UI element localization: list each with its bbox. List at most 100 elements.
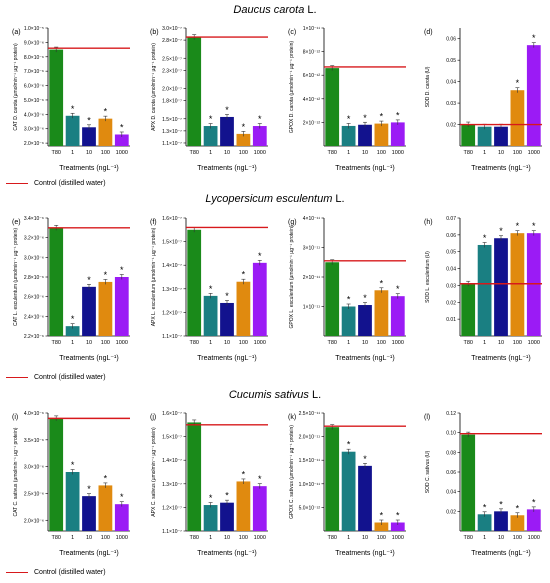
y-tick-label: 1.6×10⁻⁷ bbox=[162, 411, 182, 417]
x-tick-label: 1 bbox=[71, 535, 74, 541]
x-tick-label: T80 bbox=[327, 535, 336, 541]
y-tick-label: 3.0×10⁻⁶ bbox=[24, 127, 44, 133]
x-tick-label: 10 bbox=[362, 150, 368, 156]
bar bbox=[98, 485, 113, 531]
legend-label: Control (distilled water) bbox=[34, 569, 106, 576]
y-tick-label: 1.3×10⁻⁷ bbox=[162, 482, 182, 488]
bar bbox=[325, 68, 340, 146]
y-tick-label: 0.04 bbox=[446, 490, 456, 496]
x-tick-label: T80 bbox=[463, 535, 472, 541]
significance-star: * bbox=[104, 270, 108, 280]
y-tick-label: 2.0×10⁻⁶ bbox=[24, 518, 44, 524]
significance-star: * bbox=[363, 113, 367, 123]
y-tick-label: 0.06 bbox=[446, 37, 456, 43]
significance-star: * bbox=[209, 114, 213, 124]
x-tick-label: 1 bbox=[483, 340, 486, 346]
bar bbox=[236, 481, 251, 531]
bar bbox=[187, 37, 202, 147]
chart-panel: 1.1×10⁻⁷ 1.2×10⁻⁷ 1.3×10⁻⁷ 1.4×10⁻⁷ 1.5×10⁻⁷… bbox=[150, 411, 268, 557]
bar bbox=[510, 90, 525, 146]
y-tick-label: 1.3×10⁻⁷ bbox=[162, 129, 182, 135]
x-tick-label: 1000 bbox=[392, 150, 404, 156]
y-tick-label: 2.5×10⁻¹¹ bbox=[299, 411, 321, 417]
bar bbox=[374, 123, 389, 146]
x-tick-label: T80 bbox=[51, 340, 60, 346]
bar bbox=[526, 233, 541, 336]
y-tick-label: 3×10⁻¹¹ bbox=[303, 246, 321, 252]
x-tick-label: 1000 bbox=[116, 340, 128, 346]
x-tick-label: 1 bbox=[209, 535, 212, 541]
x-tick-label: 100 bbox=[377, 535, 386, 541]
bar bbox=[341, 125, 356, 146]
bar bbox=[325, 262, 340, 336]
y-tick-label: 3.5×10⁻⁶ bbox=[24, 438, 44, 444]
y-tick-label: 8×10⁻¹² bbox=[303, 50, 321, 56]
x-tick-label: 1000 bbox=[528, 150, 540, 156]
chart-panel: 0.02 0.04 0.06 0.08 0.10 0.12 SOD C. sativus (… bbox=[424, 411, 542, 557]
bar bbox=[236, 281, 251, 336]
significance-star: * bbox=[396, 511, 400, 521]
x-tick-label: T80 bbox=[327, 340, 336, 346]
x-tick-label: 100 bbox=[239, 150, 248, 156]
y-tick-label: 0.04 bbox=[446, 80, 456, 86]
x-tick-label: 1 bbox=[71, 340, 74, 346]
y-tick-label: 0.05 bbox=[446, 58, 456, 64]
y-tick-label: 1.1×10⁻⁷ bbox=[162, 334, 182, 340]
x-tick-label: 100 bbox=[239, 535, 248, 541]
panel-label: (b) bbox=[150, 29, 159, 36]
significance-star: * bbox=[258, 251, 262, 261]
significance-star: * bbox=[87, 115, 91, 125]
x-axis-label: Treatments (ngL⁻¹) bbox=[471, 550, 530, 557]
y-tick-label: 2.5×10⁻⁷ bbox=[162, 56, 182, 62]
panel-label: (g) bbox=[288, 219, 297, 226]
species-title-lycopersicum: Lycopersicum esculentum L. bbox=[0, 193, 550, 205]
significance-star: * bbox=[120, 492, 124, 502]
bar bbox=[358, 124, 372, 146]
species-author: L. bbox=[335, 193, 345, 205]
bar bbox=[65, 472, 80, 531]
y-tick-label: 7.0×10⁻⁶ bbox=[24, 69, 44, 75]
bar bbox=[203, 505, 218, 531]
bar bbox=[98, 281, 113, 336]
y-axis-label: GPOX L. esculentum (µmolmin⁻¹ µg⁻¹ prote… bbox=[289, 225, 295, 328]
bar bbox=[82, 496, 96, 531]
species-author: L. bbox=[311, 389, 322, 401]
x-tick-label: 100 bbox=[101, 340, 110, 346]
y-tick-label: 0.03 bbox=[446, 101, 456, 107]
panel-label: (e) bbox=[12, 219, 21, 226]
y-tick-label: 0.07 bbox=[446, 216, 456, 222]
bar bbox=[461, 124, 476, 146]
significance-star: * bbox=[499, 499, 503, 509]
significance-star: * bbox=[532, 221, 536, 231]
y-tick-label: 9.0×10⁻⁶ bbox=[24, 40, 44, 46]
x-tick-label: 10 bbox=[224, 150, 230, 156]
y-axis-label: GPOX D. carota (µmolmin⁻¹ µg⁻¹ protein) bbox=[289, 41, 295, 134]
y-axis-label: SOD C. sativus (U) bbox=[425, 450, 431, 493]
legend-control: Control (distilled water) bbox=[6, 180, 106, 187]
y-tick-label: 0.06 bbox=[446, 233, 456, 239]
y-tick-label: 2.0×10⁻⁷ bbox=[162, 87, 182, 93]
y-tick-label: 1.5×10⁻⁷ bbox=[162, 240, 182, 246]
significance-star: * bbox=[532, 33, 536, 43]
y-tick-label: 0.08 bbox=[446, 450, 456, 456]
significance-star: * bbox=[258, 114, 262, 124]
bar bbox=[82, 286, 96, 336]
y-tick-label: 2.4×10⁻⁶ bbox=[24, 314, 44, 320]
y-tick-label: 0.02 bbox=[446, 300, 456, 306]
y-axis-label: CAT L. esculentum (µmolmin⁻¹ µg⁻¹ protei… bbox=[13, 228, 19, 326]
significance-star: * bbox=[483, 233, 487, 243]
significance-star: * bbox=[87, 275, 91, 285]
x-tick-label: 1 bbox=[483, 535, 486, 541]
bar bbox=[477, 244, 492, 336]
bar bbox=[341, 451, 356, 531]
bar bbox=[494, 238, 508, 336]
x-tick-label: 10 bbox=[224, 340, 230, 346]
y-tick-label: 5.0×10⁻¹² bbox=[299, 505, 321, 511]
x-tick-label: T80 bbox=[51, 535, 60, 541]
chart-panel: 5.0×10⁻¹² 1.0×10⁻¹¹ 1.5×10⁻¹¹ 2.0×10⁻¹¹ 2.5×… bbox=[288, 411, 406, 557]
species-name: Lycopersicum esculentum bbox=[205, 193, 333, 205]
bar bbox=[341, 306, 356, 336]
y-axis-label: CAT D. carota (µmolmin⁻¹ µg⁻¹ protein) bbox=[13, 43, 19, 131]
panel-label: (h) bbox=[424, 219, 433, 226]
